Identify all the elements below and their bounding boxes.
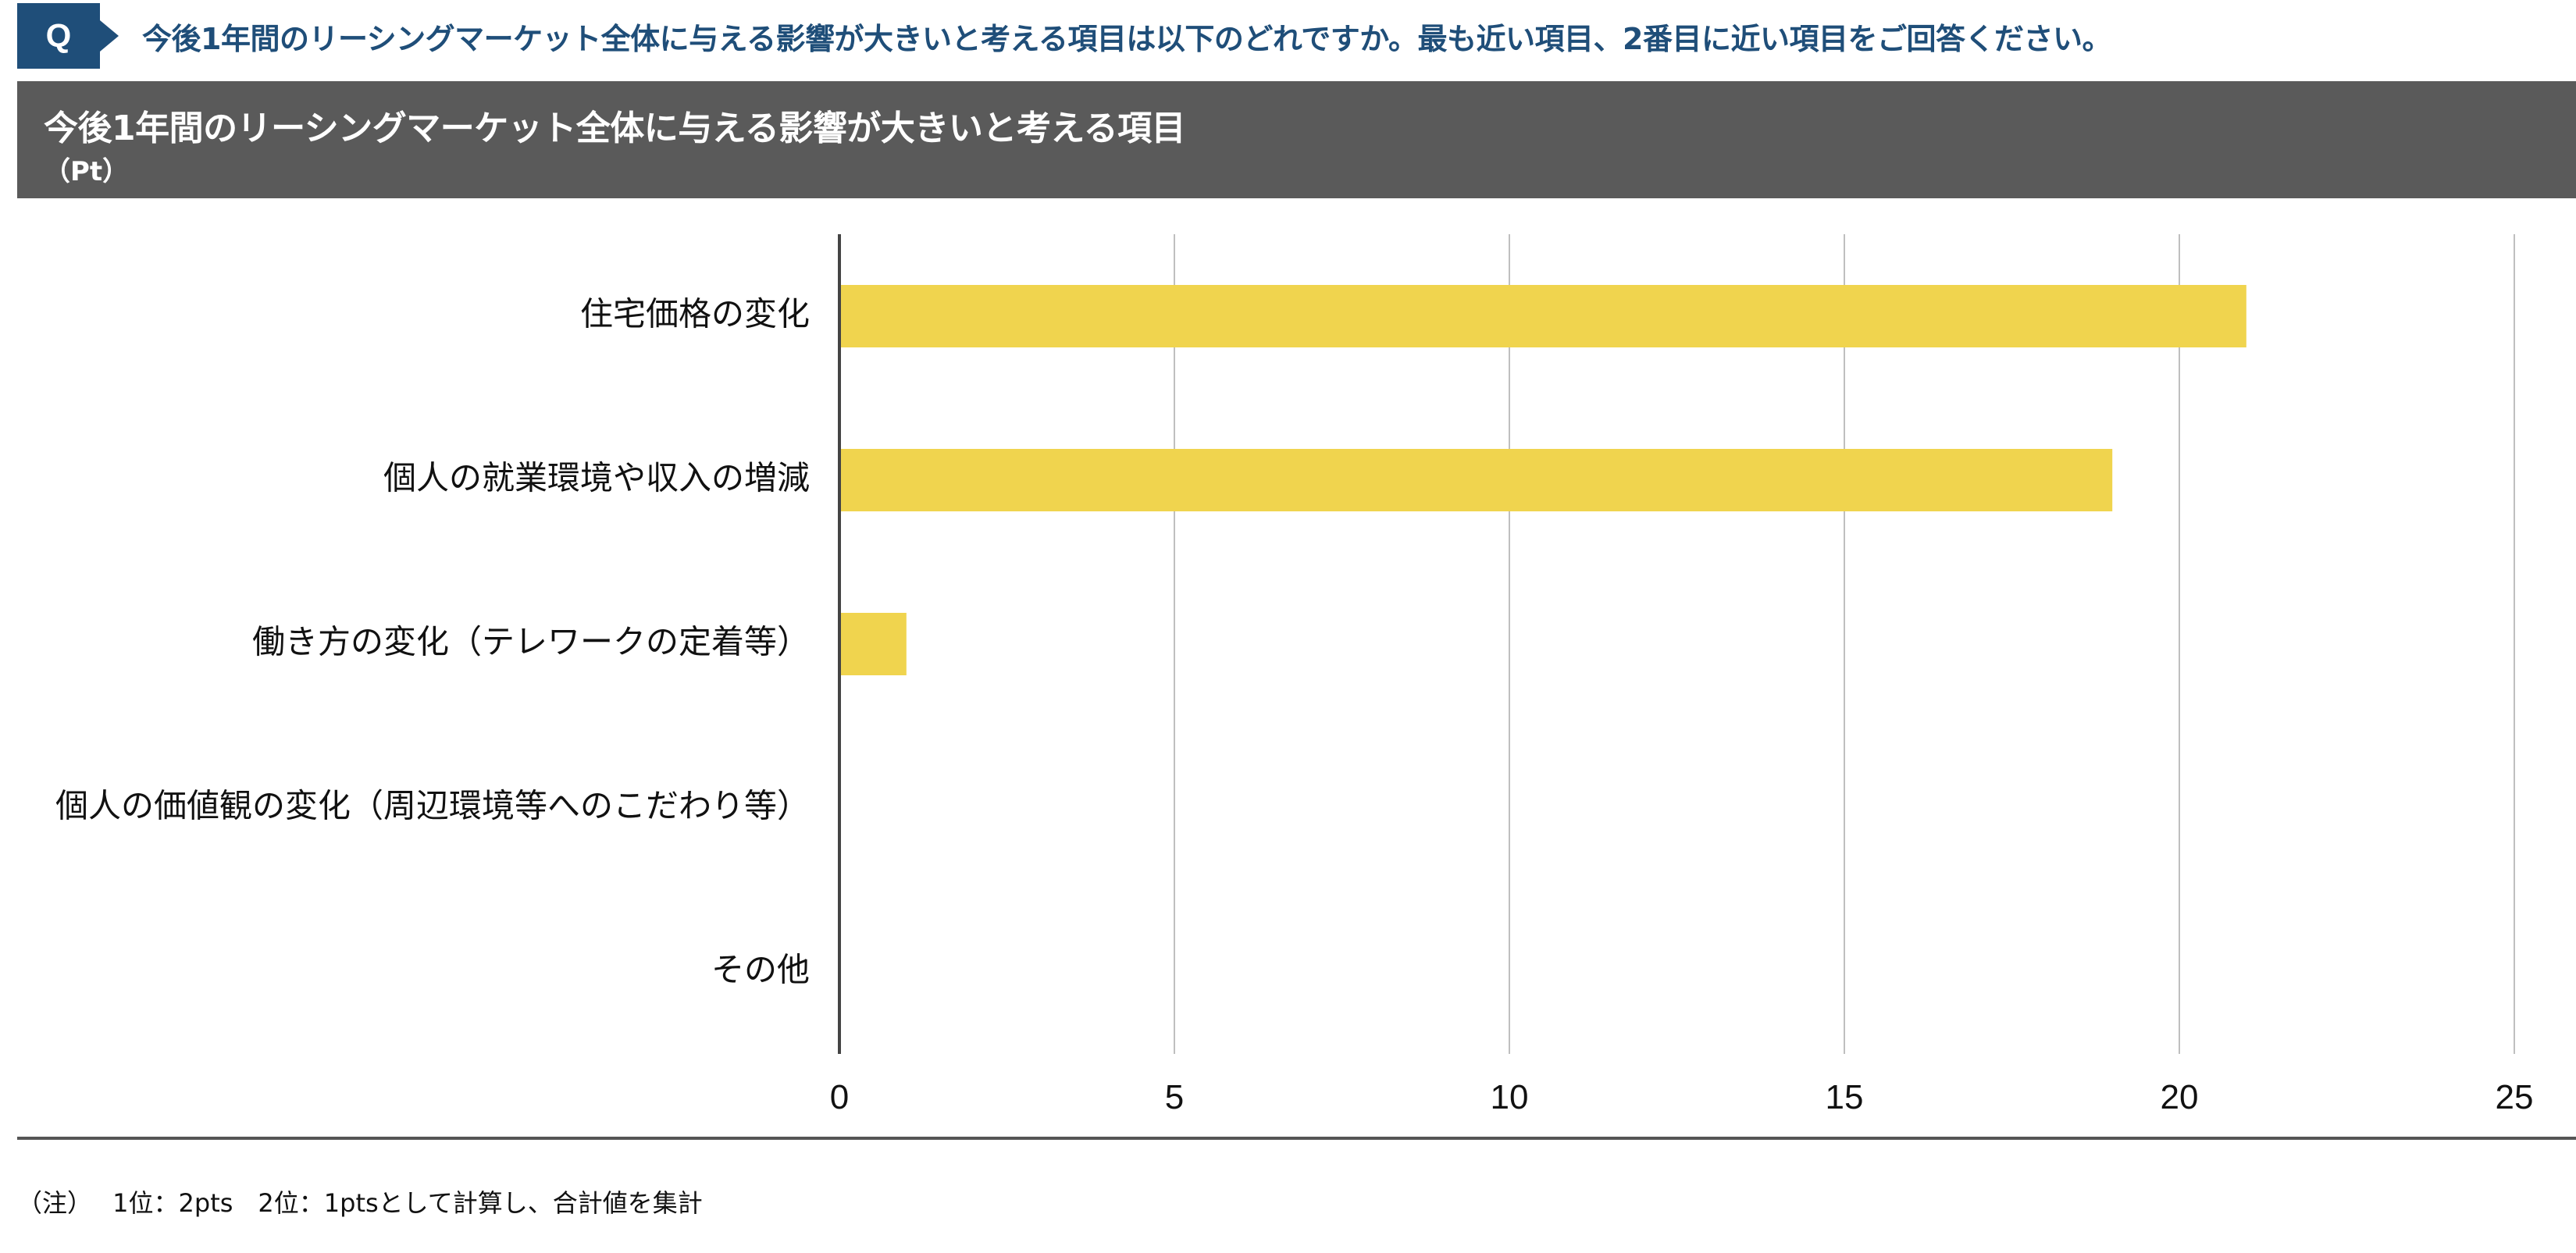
x-tick-label-0: 0 [830,1078,849,1116]
x-tick-label-5: 5 [1165,1078,1184,1116]
x-tick-label-20: 20 [2161,1078,2199,1116]
x-tick-label-10: 10 [1491,1078,1529,1116]
category-label-2: 個人の就業環境や収入の増減 [383,459,810,497]
bar-3 [839,613,907,675]
question-badge: Q [17,3,119,69]
category-label-5: その他 [711,951,810,989]
bottom-divider [17,1137,2576,1140]
question-text: 今後1年間のリーシングマーケット全体に与える影響が大きいと考える項目は以下のどれ… [142,21,2111,56]
chart-header: 今後1年間のリーシングマーケット全体に与える影響が大きいと考える項目 （Pt） [17,81,2576,198]
category-label-4: 個人の価値観の変化（周辺環境等へのこだわり等） [55,787,810,825]
bar-2 [839,449,2113,511]
x-tick-label-15: 15 [1826,1078,1864,1116]
chart-title: 今後1年間のリーシングマーケット全体に与える影響が大きいと考える項目 [44,109,1186,148]
footnote: （注） 1位：2pts 2位：1ptsとして計算し、合計値を集計 [17,1188,703,1218]
category-label-3: 働き方の変化（テレワークの定着等） [252,623,810,661]
question-row: Q 今後1年間のリーシングマーケット全体に与える影響が大きいと考える項目は以下の… [17,3,2111,69]
chart-unit: （Pt） [44,156,130,187]
bar-1 [839,285,2246,347]
x-tick-label-25: 25 [2496,1078,2534,1116]
category-label-1: 住宅価格の変化 [580,295,810,333]
